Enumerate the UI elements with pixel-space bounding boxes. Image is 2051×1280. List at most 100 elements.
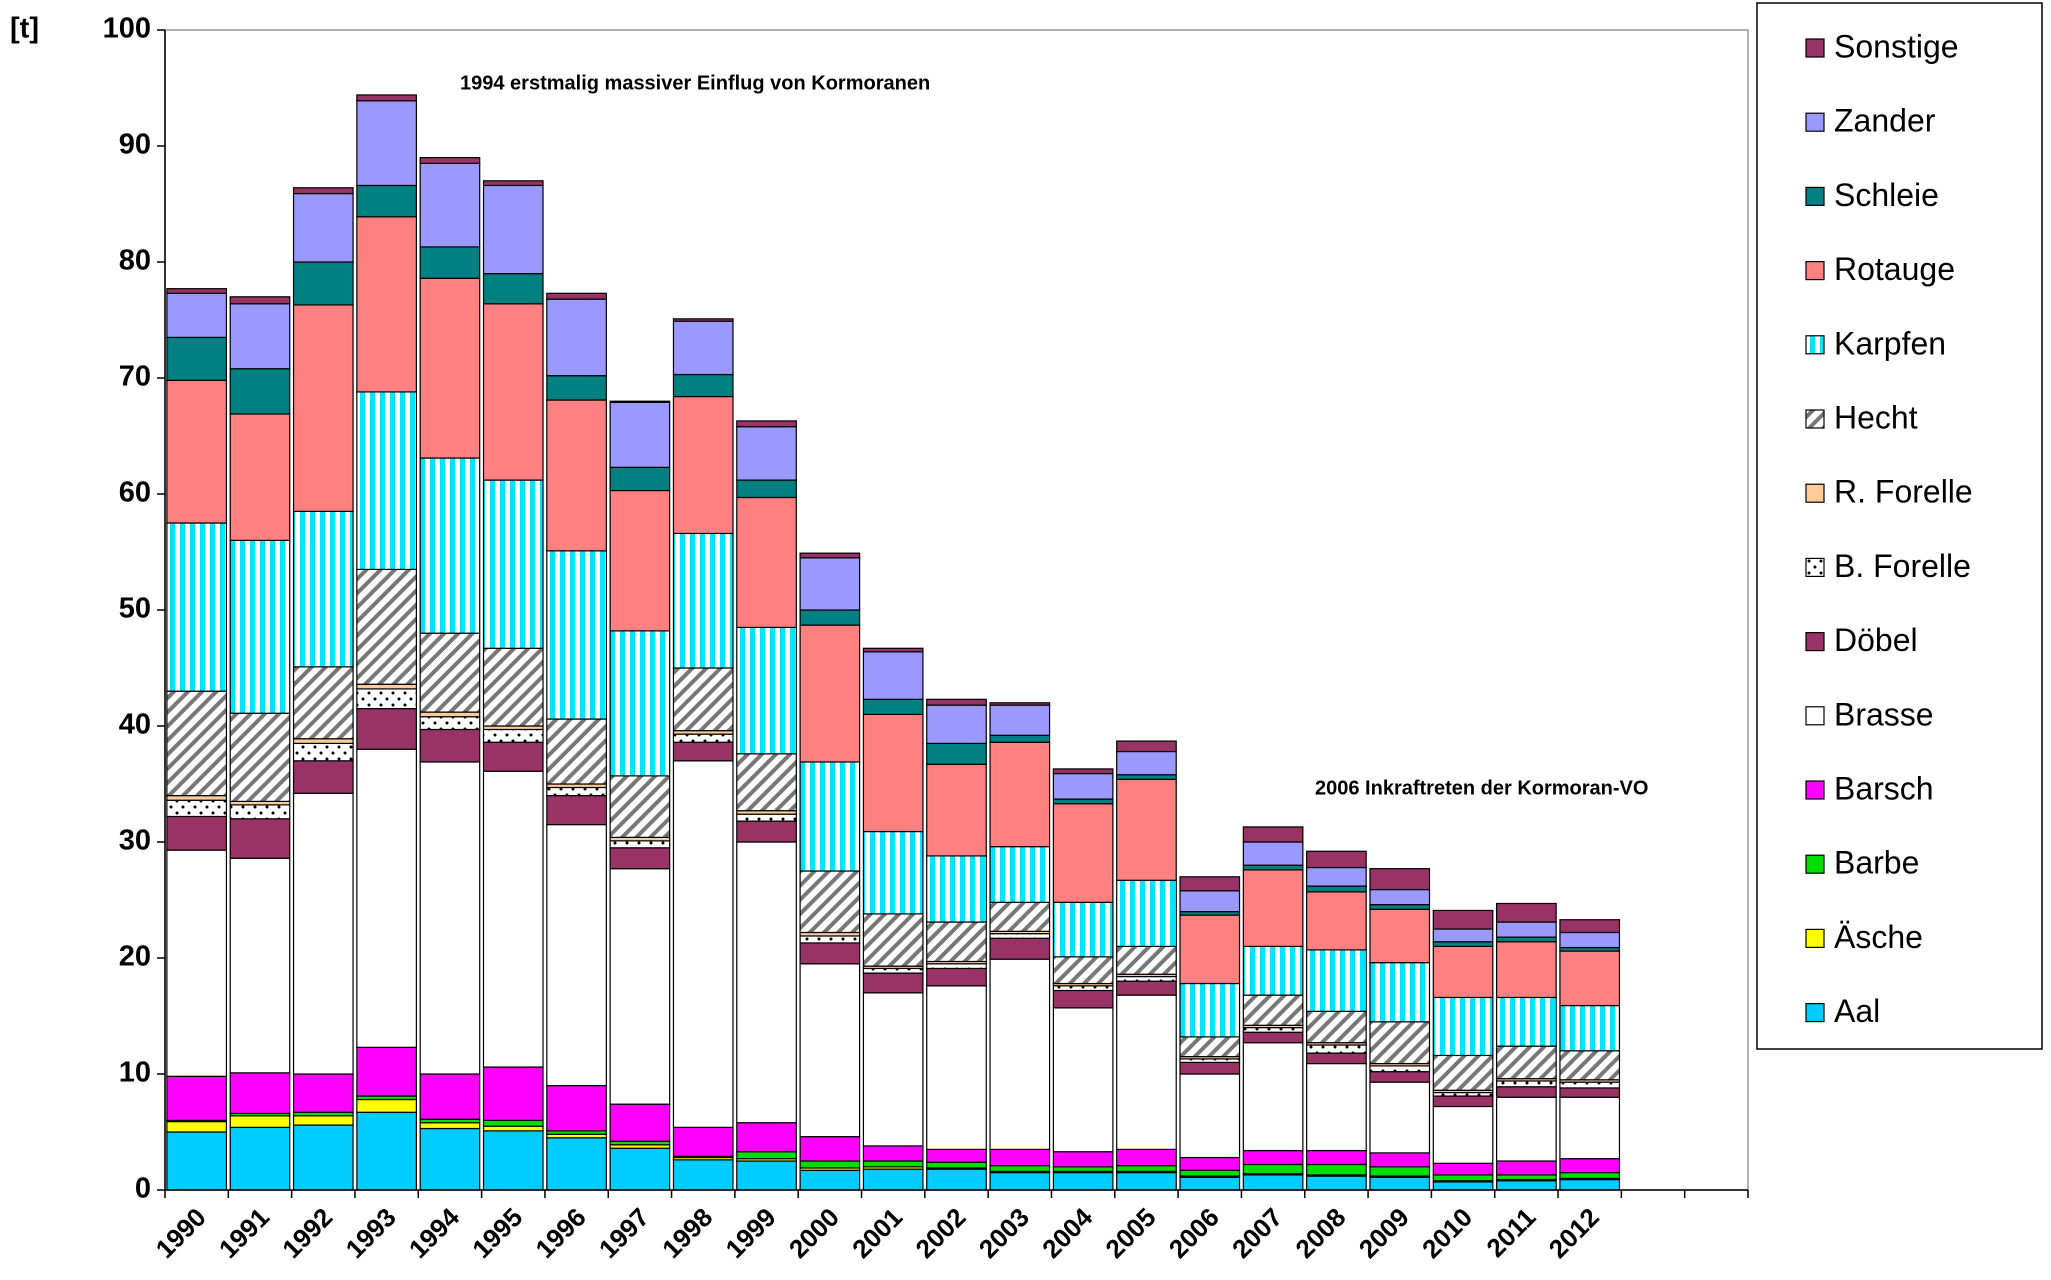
bar-segment (926, 742, 987, 765)
bar-segment (419, 1073, 481, 1120)
bar-segment (1052, 768, 1114, 775)
bar-segment (166, 1120, 228, 1133)
bar-segment (1369, 962, 1431, 1023)
bar-segment (546, 1137, 607, 1191)
bar-segment (1496, 1096, 1557, 1162)
bar-segment (166, 849, 228, 1077)
bar-segment (546, 786, 607, 797)
legend-label: Schleie (1834, 177, 1939, 213)
bar-segment (482, 770, 544, 1068)
bar-segment (1496, 1174, 1557, 1181)
bar-segment (926, 1168, 987, 1191)
bar-segment (862, 992, 924, 1147)
bar-segment (482, 1119, 544, 1127)
bar-segment (482, 184, 544, 275)
bar-segment (1432, 1181, 1494, 1191)
bar-segment (1306, 1052, 1367, 1065)
bar-segment (166, 379, 228, 524)
bar-segment (609, 401, 671, 468)
bar-segment (546, 718, 607, 785)
legend-swatch (1805, 780, 1825, 800)
bar-segment (926, 963, 987, 970)
bar-segment (989, 1165, 1051, 1173)
bar-segment (229, 712, 291, 802)
bar-segment (989, 901, 1051, 932)
legend-swatch (1805, 38, 1825, 58)
bar-segment (1496, 902, 1557, 923)
bar-segment (292, 510, 354, 668)
legend-swatch (1805, 706, 1825, 726)
bar-segment (1369, 888, 1431, 906)
bar-segment (1179, 914, 1241, 985)
bar-segment (1052, 772, 1114, 800)
x-tick-label: 2000 (783, 1202, 845, 1264)
bar-segment (1052, 1151, 1114, 1168)
bar-segment (736, 1122, 797, 1153)
bar-segment (736, 1160, 797, 1191)
bar-segment (799, 1169, 861, 1191)
bar-segment (672, 318, 734, 322)
legend-swatch (1805, 409, 1825, 429)
bar-segment (1116, 774, 1177, 780)
bar-segment (609, 466, 671, 492)
bar-segment (1116, 1165, 1177, 1173)
bar-segment (736, 496, 797, 629)
bar-segment (799, 935, 861, 944)
x-tick-label: 1992 (276, 1202, 338, 1264)
bar-segment (419, 157, 481, 165)
legend-label: Aal (1834, 993, 1880, 1029)
bar-segment (736, 1151, 797, 1160)
bar-segment (419, 457, 481, 634)
bar-segment (1432, 1095, 1494, 1108)
bar-segment (862, 830, 924, 915)
y-tick-label: 60 (119, 477, 151, 509)
bar-segment (1559, 919, 1621, 934)
bar-segment (609, 1147, 671, 1191)
bar-segment (1369, 868, 1431, 891)
legend-label: Döbel (1834, 622, 1918, 658)
legend-box (1756, 2, 2043, 1050)
bar-segment (1432, 1174, 1494, 1182)
bar-segment (356, 1098, 417, 1113)
x-tick-label: 2008 (1289, 1202, 1351, 1264)
bar-segment (1179, 982, 1241, 1038)
bar-segment (1116, 945, 1177, 975)
legend-label: R. Forelle (1834, 474, 1973, 510)
bar-segment (1432, 1054, 1494, 1091)
bar-segment (609, 489, 671, 632)
bar-segment (609, 868, 671, 1105)
bar-segment (292, 1073, 354, 1113)
x-tick-label: 1996 (530, 1202, 592, 1264)
bar-segment (1369, 1166, 1431, 1177)
bar-segment (862, 647, 924, 653)
bar-segment (862, 651, 924, 700)
bar-segment (1369, 1021, 1431, 1065)
bar-segment (799, 609, 861, 626)
bar-segment (292, 187, 354, 195)
x-tick-label: 2005 (1099, 1202, 1161, 1264)
bar-segment (229, 857, 291, 1074)
bar-segment (419, 277, 481, 459)
bar-segment (229, 303, 291, 370)
bar-segment (419, 1122, 481, 1130)
bar-segment (1432, 945, 1494, 999)
bar-segment (1369, 904, 1431, 910)
bar-segment (166, 690, 228, 797)
bar-segment (1179, 1169, 1241, 1177)
bar-segment (1052, 1166, 1114, 1173)
bar-segment (799, 942, 861, 965)
bar-segment (1116, 778, 1177, 881)
bar-segment (926, 1148, 987, 1163)
bar-segment (1116, 740, 1177, 753)
legend-label: Hecht (1834, 399, 1918, 435)
bar-segment (799, 761, 861, 872)
bar-segment (1306, 1149, 1367, 1166)
bar-segment (1496, 1160, 1557, 1176)
y-tick-label: 30 (119, 825, 151, 857)
legend-label: Äsche (1834, 919, 1923, 955)
bar-segment (482, 273, 544, 305)
bar-segment (1496, 1180, 1557, 1191)
bar-segment (482, 728, 544, 743)
bar-segment (546, 794, 607, 826)
legend-label: Barsch (1834, 770, 1934, 806)
